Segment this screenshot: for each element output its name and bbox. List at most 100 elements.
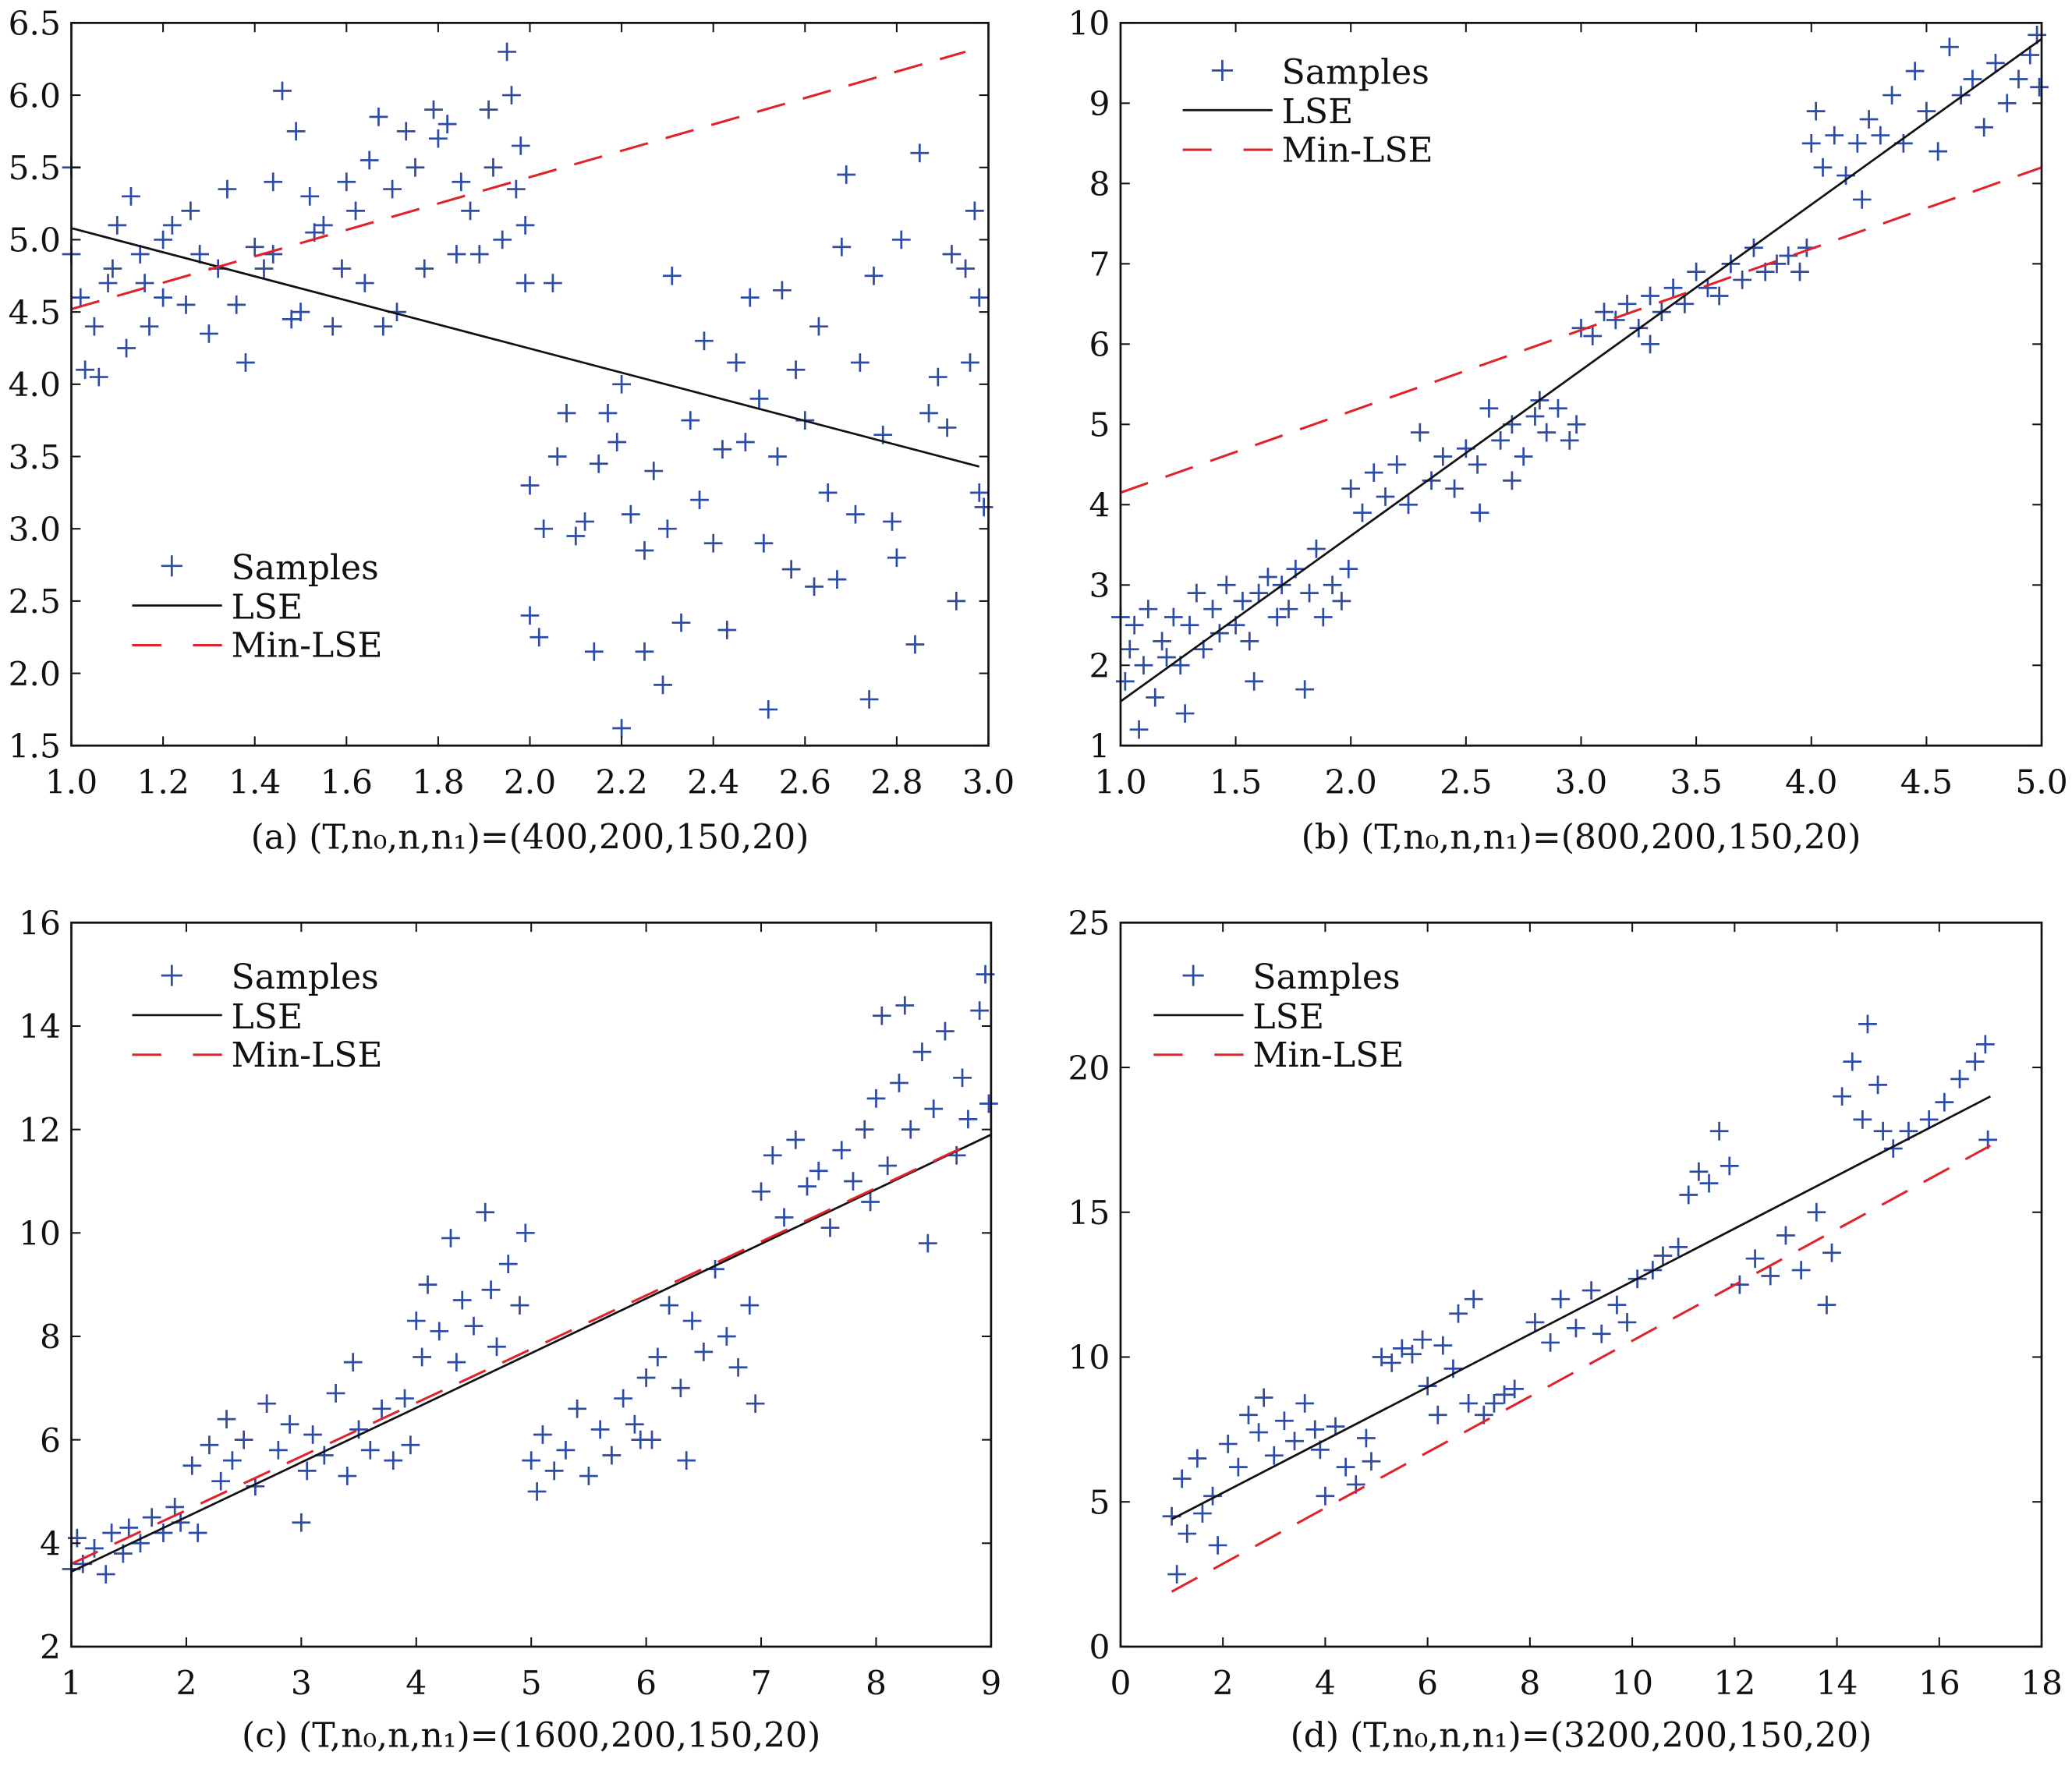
lse-line bbox=[71, 227, 980, 468]
sample-point bbox=[713, 440, 732, 459]
sample-point bbox=[1606, 310, 1625, 330]
sample-point bbox=[1387, 455, 1407, 474]
sample-point bbox=[544, 1461, 564, 1481]
x-tick-label: 0 bbox=[1110, 1664, 1131, 1702]
sample-point bbox=[717, 1327, 736, 1346]
sample-point bbox=[805, 577, 823, 596]
sample-point bbox=[85, 317, 104, 336]
sample-point bbox=[690, 490, 709, 509]
sample-point bbox=[965, 201, 984, 221]
sample-point bbox=[135, 274, 154, 292]
sample-point bbox=[1514, 447, 1533, 466]
sample-point bbox=[1807, 1202, 1826, 1222]
sample-point bbox=[1917, 101, 1936, 121]
sample-point bbox=[479, 100, 498, 119]
panel-a: 1.0 1.2 1.4 1.6 1.8 2.0 2.2 2.4 2.6 2.8 3.0 1.5 2.0 2… bbox=[9, 5, 1015, 858]
sample-point bbox=[1567, 415, 1586, 434]
sample-point bbox=[257, 1394, 276, 1414]
y-tick-label: 10 bbox=[1068, 1339, 1110, 1377]
sample-point bbox=[1929, 142, 1948, 161]
sample-point bbox=[1172, 1469, 1192, 1488]
x-tick-label: 1.0 bbox=[45, 763, 97, 801]
sample-point bbox=[326, 1384, 345, 1403]
sample-point bbox=[1592, 1324, 1611, 1343]
y-tick-label: 8 bbox=[40, 1318, 61, 1356]
x-tick-label: 16 bbox=[1918, 1664, 1960, 1702]
x-tick-label: 1.5 bbox=[1210, 763, 1262, 801]
sample-point bbox=[1963, 69, 1982, 89]
sample-point bbox=[695, 331, 714, 351]
sample-point bbox=[188, 1524, 207, 1542]
x-tick-label: 2.5 bbox=[1440, 763, 1492, 801]
sample-point bbox=[752, 1182, 770, 1202]
y-tick-label: 5.0 bbox=[9, 221, 61, 260]
sample-point bbox=[1641, 286, 1659, 306]
y-tick-label: 6.5 bbox=[9, 5, 61, 43]
sample-point bbox=[1459, 1394, 1478, 1413]
sample-point bbox=[430, 1322, 449, 1341]
sample-point bbox=[1733, 271, 1752, 289]
sample-point bbox=[441, 1229, 460, 1248]
sample-point bbox=[912, 1042, 932, 1062]
sample-point bbox=[1617, 294, 1637, 313]
sample-point bbox=[936, 1021, 955, 1041]
sample-point bbox=[520, 476, 540, 495]
sample-point bbox=[887, 548, 906, 568]
sample-point bbox=[96, 1565, 115, 1584]
sample-point bbox=[557, 404, 576, 423]
sample-point bbox=[1357, 1428, 1376, 1448]
sample-point bbox=[282, 310, 301, 329]
min-lse-line bbox=[1120, 166, 2042, 494]
sample-point bbox=[1883, 1139, 1903, 1158]
y-tick-label: 2.5 bbox=[9, 582, 61, 621]
sample-point bbox=[337, 172, 356, 192]
sample-point bbox=[511, 136, 530, 155]
sample-point bbox=[832, 1141, 852, 1160]
sample-point bbox=[1362, 1452, 1381, 1471]
sample-point bbox=[154, 230, 172, 250]
legend-samples-marker bbox=[1211, 59, 1233, 81]
min-lse-line bbox=[1171, 1145, 1992, 1593]
legend-min-lse-label: Min-LSE bbox=[1252, 1035, 1404, 1075]
sample-point bbox=[974, 497, 993, 517]
sample-point bbox=[590, 1420, 610, 1439]
sample-point bbox=[866, 1088, 886, 1108]
sample-point bbox=[1249, 1423, 1268, 1442]
sample-point bbox=[1428, 1405, 1447, 1424]
sample-point bbox=[1295, 1394, 1315, 1413]
sample-point bbox=[1485, 1394, 1504, 1413]
sample-point bbox=[677, 1451, 696, 1470]
panel-caption: (b) (T,n₀,n,n₁)=(800,200,150,20) bbox=[1302, 817, 1861, 857]
sample-point bbox=[961, 353, 979, 372]
sample-point bbox=[1217, 575, 1236, 595]
sample-point bbox=[1341, 479, 1361, 498]
sample-point bbox=[768, 447, 787, 466]
sample-point bbox=[1175, 704, 1195, 723]
sample-point bbox=[1229, 1457, 1248, 1477]
y-tick-label: 7 bbox=[1089, 246, 1110, 284]
x-tick-label: 2.4 bbox=[687, 763, 739, 801]
lse-line bbox=[1171, 1095, 1992, 1520]
y-tick-label: 16 bbox=[19, 904, 61, 943]
x-tick-label: 6 bbox=[636, 1664, 657, 1702]
legend-samples-marker bbox=[161, 555, 182, 577]
sample-point bbox=[855, 1120, 874, 1139]
sample-point bbox=[223, 1451, 242, 1470]
sample-point bbox=[1413, 1330, 1432, 1350]
sample-point bbox=[818, 483, 838, 502]
sample-point bbox=[1382, 1354, 1401, 1372]
sample-point bbox=[660, 1296, 678, 1315]
sample-point bbox=[919, 404, 938, 423]
legend-samples-label: Samples bbox=[232, 548, 379, 588]
y-tick-label: 20 bbox=[1068, 1049, 1110, 1087]
sample-point bbox=[1919, 1110, 1939, 1129]
x-tick-label: 2.6 bbox=[779, 763, 831, 801]
legend-min-lse-label: Min-LSE bbox=[232, 1035, 383, 1075]
x-tick-label: 5.0 bbox=[2015, 763, 2067, 801]
sample-point bbox=[1641, 334, 1659, 354]
sample-point bbox=[703, 533, 723, 553]
sample-point bbox=[227, 295, 246, 314]
sample-point bbox=[396, 122, 416, 141]
sample-point bbox=[1997, 94, 2017, 113]
sample-point bbox=[71, 288, 90, 307]
